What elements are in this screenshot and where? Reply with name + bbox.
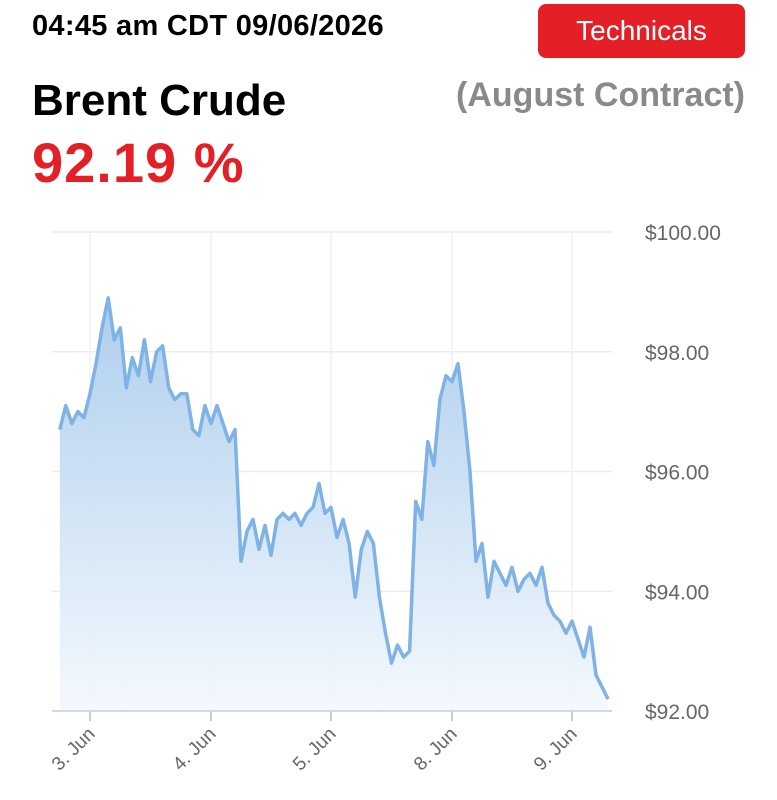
price-series-line (58, 296, 610, 700)
contract-label: (August Contract) (456, 76, 745, 114)
y-tick-label: $100.00 (645, 222, 721, 245)
instrument-name: Brent Crude (32, 76, 287, 125)
x-tick-label: 9. Jun (530, 724, 581, 775)
area-layer (58, 296, 610, 711)
y-tick-label: $92.00 (645, 701, 709, 724)
price-change: 92.19 % (32, 131, 245, 194)
timestamp: 04:45 am CDT 09/06/2026 (32, 10, 384, 42)
x-tick-label: 3. Jun (48, 724, 99, 775)
technicals-button[interactable]: Technicals (538, 4, 745, 58)
x-tick-label: 5. Jun (289, 724, 340, 775)
y-tick-label: $94.00 (645, 581, 709, 604)
x-tick-label: 8. Jun (410, 724, 461, 775)
y-tick-label: $98.00 (645, 342, 709, 365)
x-tick-label: 4. Jun (169, 724, 220, 775)
price-chart: $100.00 $98.00 $96.00 $94.00 $92.00 3. Jun 4. … (48, 222, 721, 775)
y-tick-label: $96.00 (645, 462, 709, 485)
price-area-fill (59, 297, 609, 711)
